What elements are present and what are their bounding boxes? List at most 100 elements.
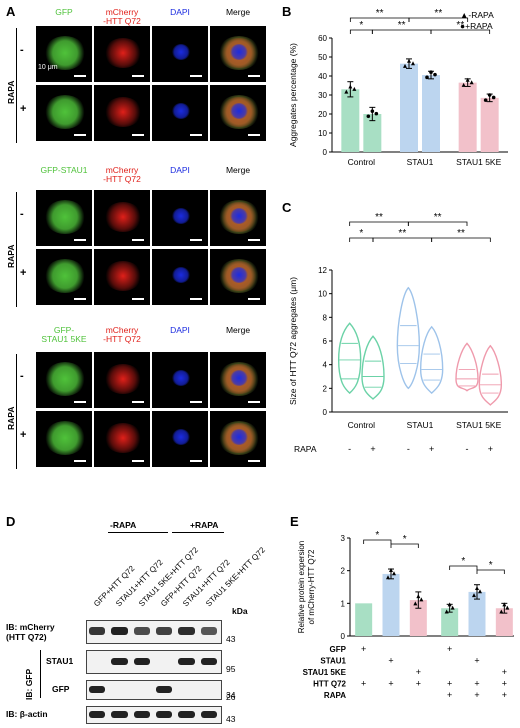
blot-band (133, 627, 150, 635)
rapa-sign: - (466, 444, 469, 454)
data-point (429, 70, 433, 74)
bar (341, 89, 360, 152)
condition-mark: + (416, 667, 421, 677)
micrograph-merge (210, 352, 266, 408)
nucleus (230, 370, 248, 386)
kda-marker: 43 (226, 714, 236, 724)
nucleus (172, 429, 190, 445)
significance-label: * (403, 534, 407, 545)
x-axis-label: RAPA (294, 444, 317, 454)
scale-bar (74, 401, 86, 403)
rapa-sign: + (370, 444, 375, 454)
bar (400, 63, 418, 152)
nucleus (172, 267, 190, 283)
data-point (348, 84, 353, 89)
significance-bracket (449, 565, 478, 570)
condition-label: HTT Q72 (313, 680, 346, 689)
nucleus (230, 208, 248, 224)
y-tick-label: 40 (318, 72, 327, 81)
channel-header: mCherry -HTT Q72 (103, 165, 141, 184)
scale-bar (190, 75, 202, 77)
y-tick-label: 2 (341, 567, 346, 576)
scale-bar (248, 401, 260, 403)
scale-bar (190, 239, 202, 241)
rapa-bracket-line (16, 354, 17, 469)
data-point (483, 98, 488, 102)
significance-label: * (489, 560, 493, 571)
bar (382, 573, 400, 636)
y-tick-label: 30 (318, 91, 327, 100)
channel-header: mCherry -HTT Q72 (103, 7, 141, 26)
blot-strip (86, 650, 222, 674)
violin (455, 342, 479, 392)
panel-a-label: A (6, 4, 16, 19)
data-point (499, 609, 504, 614)
micrograph-dapi (152, 85, 208, 141)
violin (396, 286, 421, 390)
data-point (366, 114, 371, 119)
violin (478, 344, 503, 406)
significance-bracket (476, 569, 505, 574)
y-tick-label: 0 (323, 408, 328, 417)
scale-bar (190, 134, 202, 136)
cell-body (44, 362, 86, 396)
significance-bracket (363, 539, 392, 544)
y-tick-label: 3 (341, 534, 346, 543)
micrograph-gfp (36, 411, 92, 467)
channel-header: DAPI (170, 165, 190, 175)
channel-header: Merge (225, 7, 251, 17)
scale-bar (132, 75, 144, 77)
condition-mark: + (447, 644, 452, 654)
violin (361, 335, 385, 400)
scale-bar (132, 460, 144, 462)
x-tick-label: STAU1 5KE (456, 157, 502, 167)
bar (495, 608, 513, 636)
condition-label: STAU1 5KE (303, 668, 347, 677)
y-tick-label: 50 (318, 53, 327, 62)
scale-bar (190, 298, 202, 300)
blot-strip (86, 680, 222, 700)
scale-bar (74, 298, 86, 300)
micrograph-gfp (36, 26, 92, 82)
data-point (411, 61, 415, 66)
violin (419, 325, 444, 395)
data-point (491, 95, 496, 100)
significance-label: ** (376, 8, 384, 19)
data-point (407, 58, 411, 63)
y-tick-label: 0 (323, 148, 328, 157)
scale-bar (74, 134, 86, 136)
micrograph-merge (210, 85, 266, 141)
scale-bar (248, 134, 260, 136)
nucleus (230, 103, 248, 119)
scale-bar (132, 134, 144, 136)
ib-gfp-label: IB: GFP (24, 668, 34, 700)
scale-bar (190, 401, 202, 403)
scale-bar (132, 239, 144, 241)
cell-body (104, 202, 142, 232)
scale-bar (248, 75, 260, 77)
cell-body (104, 423, 142, 453)
panel-c-chart: 0 2 4 6 8 10 12 Size of HTT Q72 aggregates (μm)… (288, 212, 508, 454)
blot-band (178, 627, 195, 635)
channel-header: GFP- STAU1 5KE (41, 325, 87, 344)
condition-mark: + (388, 656, 393, 666)
y-tick-label: 8 (323, 313, 328, 322)
micrograph-dapi (152, 26, 208, 82)
significance-label: * (359, 20, 363, 31)
condition-label: STAU1 (320, 657, 346, 666)
blot-band (200, 627, 217, 635)
condition-mark: + (502, 690, 507, 700)
significance-label: * (359, 228, 363, 239)
condition-mark: + (361, 644, 366, 654)
cell-body (104, 97, 142, 127)
rapa-sign: - (407, 444, 410, 454)
data-point (389, 568, 393, 573)
y-tick-label: 12 (318, 266, 327, 275)
channel-header: mCherry -HTT Q72 (103, 325, 141, 344)
data-point (475, 585, 479, 590)
y-axis-label: Size of HTT Q72 aggregates (μm) (288, 277, 298, 405)
cell-body (104, 364, 142, 394)
micrograph-dapi (152, 249, 208, 305)
plus-rapa-label: +RAPA (190, 520, 219, 530)
micrograph-gfp (36, 249, 92, 305)
